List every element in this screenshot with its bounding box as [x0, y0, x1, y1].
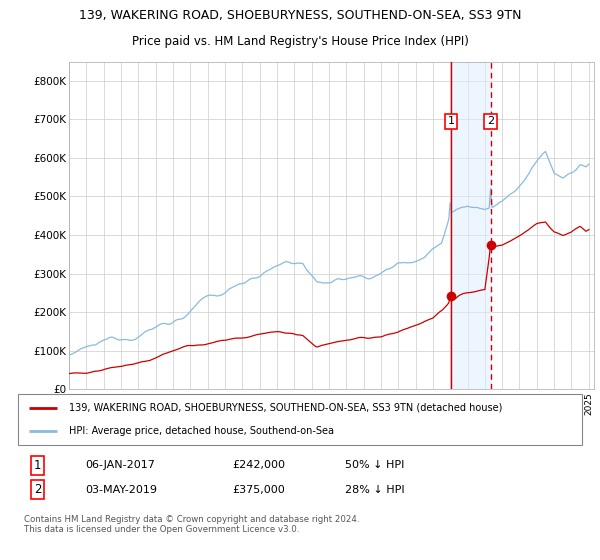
Text: 2: 2 — [34, 483, 41, 496]
FancyBboxPatch shape — [18, 394, 582, 445]
Text: 139, WAKERING ROAD, SHOEBURYNESS, SOUTHEND-ON-SEA, SS3 9TN: 139, WAKERING ROAD, SHOEBURYNESS, SOUTHE… — [79, 9, 521, 22]
Text: £375,000: £375,000 — [232, 484, 285, 494]
Text: 28% ↓ HPI: 28% ↓ HPI — [345, 484, 405, 494]
Text: 06-JAN-2017: 06-JAN-2017 — [86, 460, 155, 470]
Text: 50% ↓ HPI: 50% ↓ HPI — [345, 460, 404, 470]
Text: HPI: Average price, detached house, Southend-on-Sea: HPI: Average price, detached house, Sout… — [69, 426, 334, 436]
Text: 1: 1 — [34, 459, 41, 472]
Text: 2: 2 — [487, 116, 494, 127]
Text: Contains HM Land Registry data © Crown copyright and database right 2024.
This d: Contains HM Land Registry data © Crown c… — [23, 515, 359, 534]
Text: 1: 1 — [448, 116, 454, 127]
Text: Price paid vs. HM Land Registry's House Price Index (HPI): Price paid vs. HM Land Registry's House … — [131, 35, 469, 48]
Bar — [451, 62, 491, 389]
Text: 139, WAKERING ROAD, SHOEBURYNESS, SOUTHEND-ON-SEA, SS3 9TN (detached house): 139, WAKERING ROAD, SHOEBURYNESS, SOUTHE… — [69, 403, 502, 413]
Text: £242,000: £242,000 — [232, 460, 286, 470]
Text: 03-MAY-2019: 03-MAY-2019 — [86, 484, 158, 494]
